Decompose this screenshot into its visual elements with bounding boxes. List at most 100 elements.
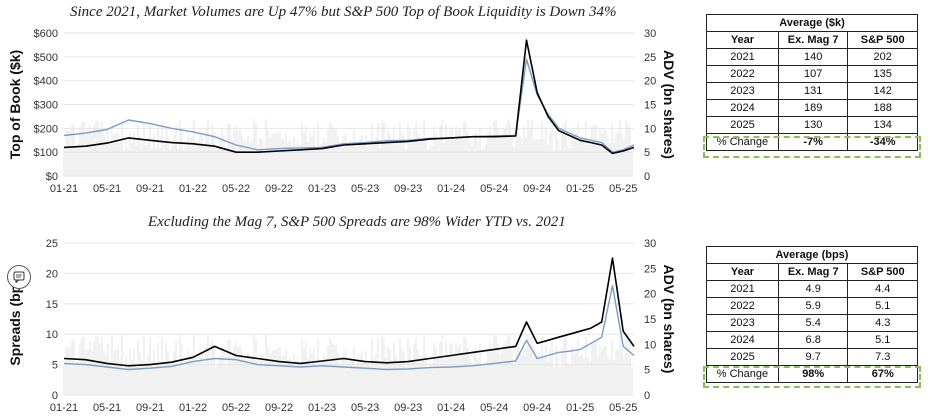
- top-of-book-table: Average ($k) Year Ex. Mag 7 S&P 500 2021…: [706, 14, 918, 151]
- y-tick-label: $100: [34, 147, 58, 159]
- y2-tick-label: 25: [644, 52, 656, 64]
- series-line-blue: [63, 58, 635, 153]
- spreads-chart: 0 5 10 15 20 25 0 5 10 15 20 25 30 01-21 05-21 09-21 01-…: [7, 238, 677, 414]
- table-row: 2024 6.8 5.1: [706, 331, 918, 349]
- x-tick-label: 05-21: [93, 402, 121, 414]
- x-tick-label: 09-24: [523, 402, 551, 414]
- x-tick-label: 09-24: [523, 183, 551, 195]
- table-row: 2025 130 134: [706, 116, 918, 134]
- y2-tick-label: 0: [644, 171, 650, 183]
- cell: 4.4: [847, 280, 918, 298]
- cell: 131: [777, 82, 849, 100]
- cell: 202: [847, 48, 918, 66]
- adv-background-bars: [63, 334, 633, 395]
- y-tick-label: 15: [46, 299, 58, 311]
- series-line-blue: [63, 284, 635, 371]
- x-tick-label: 09-23: [394, 183, 422, 195]
- cell: 5.4: [777, 314, 849, 332]
- col-header-year: Year: [706, 263, 779, 281]
- cell: 2025: [706, 116, 779, 134]
- x-tick-label: 01-25: [566, 183, 594, 195]
- x-tick-label: 05-24: [480, 402, 508, 414]
- y-tick-label: $0: [46, 171, 58, 183]
- x-tick-label: 01-23: [308, 402, 336, 414]
- y-tick-label: $200: [34, 123, 58, 135]
- cell: 5.9: [777, 297, 849, 315]
- cell: 2024: [706, 99, 779, 117]
- cell: 107: [777, 65, 849, 83]
- cell: 2022: [706, 65, 779, 83]
- y-tick-label: $600: [34, 28, 58, 40]
- x-tick-label: 09-21: [136, 402, 164, 414]
- cell: -34%: [847, 133, 918, 151]
- y-tick-label: 25: [46, 238, 58, 250]
- col-header-ex-mag7: Ex. Mag 7: [777, 263, 849, 281]
- series-line-black: [63, 39, 635, 155]
- cell: 98%: [777, 365, 849, 383]
- adv-background-bars: [63, 119, 633, 176]
- spreads-table: Average (bps) Year Ex. Mag 7 S&P 500 202…: [706, 246, 918, 383]
- x-tick-label: 05-25: [609, 183, 637, 195]
- y2-tick-label: 10: [644, 123, 656, 135]
- table-row: 2021 140 202: [706, 48, 918, 66]
- cell: 134: [847, 116, 918, 134]
- y-tick-label: 5: [52, 360, 58, 372]
- x-tick-label: 09-21: [136, 183, 164, 195]
- y2-tick-label: 30: [644, 238, 656, 250]
- col-header-sp500: S&P 500: [847, 31, 918, 49]
- table-caption: Average ($k): [706, 14, 918, 32]
- x-tick-label: 05-25: [609, 402, 637, 414]
- x-tick-label: 01-21: [50, 402, 78, 414]
- col-header-year: Year: [706, 31, 779, 49]
- y-tick-label: $500: [34, 52, 58, 64]
- y2-axis-title: ADV (bn shares): [661, 265, 677, 374]
- table-row: 2023 131 142: [706, 82, 918, 100]
- table-row: 2022 5.9 5.1: [706, 297, 918, 315]
- cell: % Change: [706, 133, 779, 151]
- y2-tick-label: 5: [644, 147, 650, 159]
- series-line-black: [63, 257, 635, 367]
- cell: 135: [847, 65, 918, 83]
- x-tick-label: 05-24: [480, 183, 508, 195]
- comment-icon: [13, 271, 25, 283]
- cell: 2022: [706, 297, 779, 315]
- cell: 4.3: [847, 314, 918, 332]
- x-tick-label: 05-21: [93, 183, 121, 195]
- col-header-sp500: S&P 500: [847, 263, 918, 281]
- x-tick-label: 01-25: [566, 402, 594, 414]
- cell: 7.3: [847, 348, 918, 366]
- cell: 2024: [706, 331, 779, 349]
- x-tick-label: 01-22: [179, 183, 207, 195]
- table-row: 2024 189 188: [706, 99, 918, 117]
- cell: % Change: [706, 365, 779, 383]
- y2-tick-label: 25: [644, 263, 656, 275]
- table-row: 2021 4.9 4.4: [706, 280, 918, 298]
- cell: 140: [777, 48, 849, 66]
- cell: 9.7: [777, 348, 849, 366]
- y-tick-label: 10: [46, 329, 58, 341]
- cell: 189: [777, 99, 849, 117]
- x-tick-label: 09-22: [265, 183, 293, 195]
- y2-tick-label: 15: [644, 314, 656, 326]
- x-tick-label: 01-21: [50, 183, 78, 195]
- table-row: 2022 107 135: [706, 65, 918, 83]
- cell: 188: [847, 99, 918, 117]
- cell: 130: [777, 116, 849, 134]
- cell: 2023: [706, 82, 779, 100]
- cell: 2021: [706, 280, 779, 298]
- y-axis-title: Top of Book ($k): [7, 50, 23, 159]
- x-tick-label: 05-23: [351, 183, 379, 195]
- y2-tick-label: 30: [644, 28, 656, 40]
- y2-axis-title: ADV (bn shares): [661, 50, 677, 159]
- cell: 2023: [706, 314, 779, 332]
- bottom-chart-title: Excluding the Mag 7, S&P 500 Spreads are…: [148, 214, 566, 230]
- cell: 6.8: [777, 331, 849, 349]
- y2-tick-label: 15: [644, 100, 656, 112]
- y2-tick-label: 20: [644, 289, 656, 301]
- x-tick-label: 05-22: [222, 183, 250, 195]
- cell: 2021: [706, 48, 779, 66]
- y-tick-label: 0: [52, 390, 58, 402]
- y2-tick-label: 0: [644, 390, 650, 402]
- charts-canvas: $0$100$200$300$400$500$60005101520253001…: [7, 28, 677, 414]
- feedback-button[interactable]: [7, 265, 31, 289]
